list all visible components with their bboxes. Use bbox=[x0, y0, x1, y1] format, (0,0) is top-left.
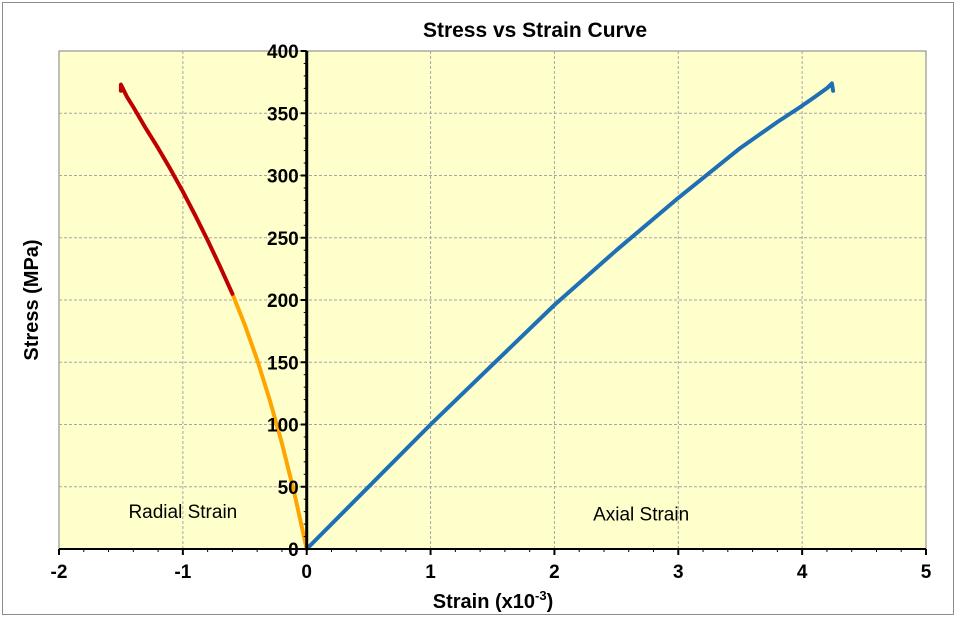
x-axis-label-end: ) bbox=[547, 591, 554, 613]
series-line-2 bbox=[118, 82, 235, 296]
x-tick-label: -2 bbox=[51, 562, 68, 583]
series-line-0 bbox=[304, 81, 836, 551]
x-tick-label: -1 bbox=[174, 562, 191, 583]
annotation-0: Radial Strain bbox=[128, 502, 237, 523]
y-tick-label: 350 bbox=[267, 104, 299, 125]
x-tick-label: 5 bbox=[921, 562, 932, 583]
x-tick-label: 1 bbox=[425, 562, 436, 583]
stress-strain-chart: Stress vs Strain Curve -2 -1 0 1 2 3 4 50501001… bbox=[21, 19, 932, 613]
series-layer bbox=[118, 81, 836, 551]
x-tick-label: 2 bbox=[549, 562, 560, 583]
series-line-1 bbox=[230, 291, 309, 551]
y-tick-label: 50 bbox=[278, 478, 299, 499]
chart-title: Stress vs Strain Curve bbox=[423, 19, 647, 42]
y-tick-label: 150 bbox=[267, 353, 299, 374]
x-tick-label: 0 bbox=[301, 562, 312, 583]
y-tick-label: 250 bbox=[267, 229, 299, 250]
annotations: Radial Strain Axial Strain bbox=[128, 502, 689, 525]
grid-lines bbox=[59, 51, 926, 549]
x-tick-label: 3 bbox=[673, 562, 684, 583]
y-tick-label: 400 bbox=[267, 42, 299, 63]
x-axis-label-exponent: -3 bbox=[535, 588, 547, 603]
annotation-1: Axial Strain bbox=[593, 504, 689, 525]
y-tick-label: 100 bbox=[267, 416, 299, 437]
x-axis-label: Strain (x10-3) bbox=[433, 588, 554, 613]
y-axis-label: Stress (MPa) bbox=[21, 239, 43, 360]
x-tick-label: 4 bbox=[797, 562, 808, 583]
y-tick-label: 0 bbox=[288, 540, 299, 561]
y-tick-label: 300 bbox=[267, 167, 299, 188]
y-tick-label: 200 bbox=[267, 291, 299, 312]
